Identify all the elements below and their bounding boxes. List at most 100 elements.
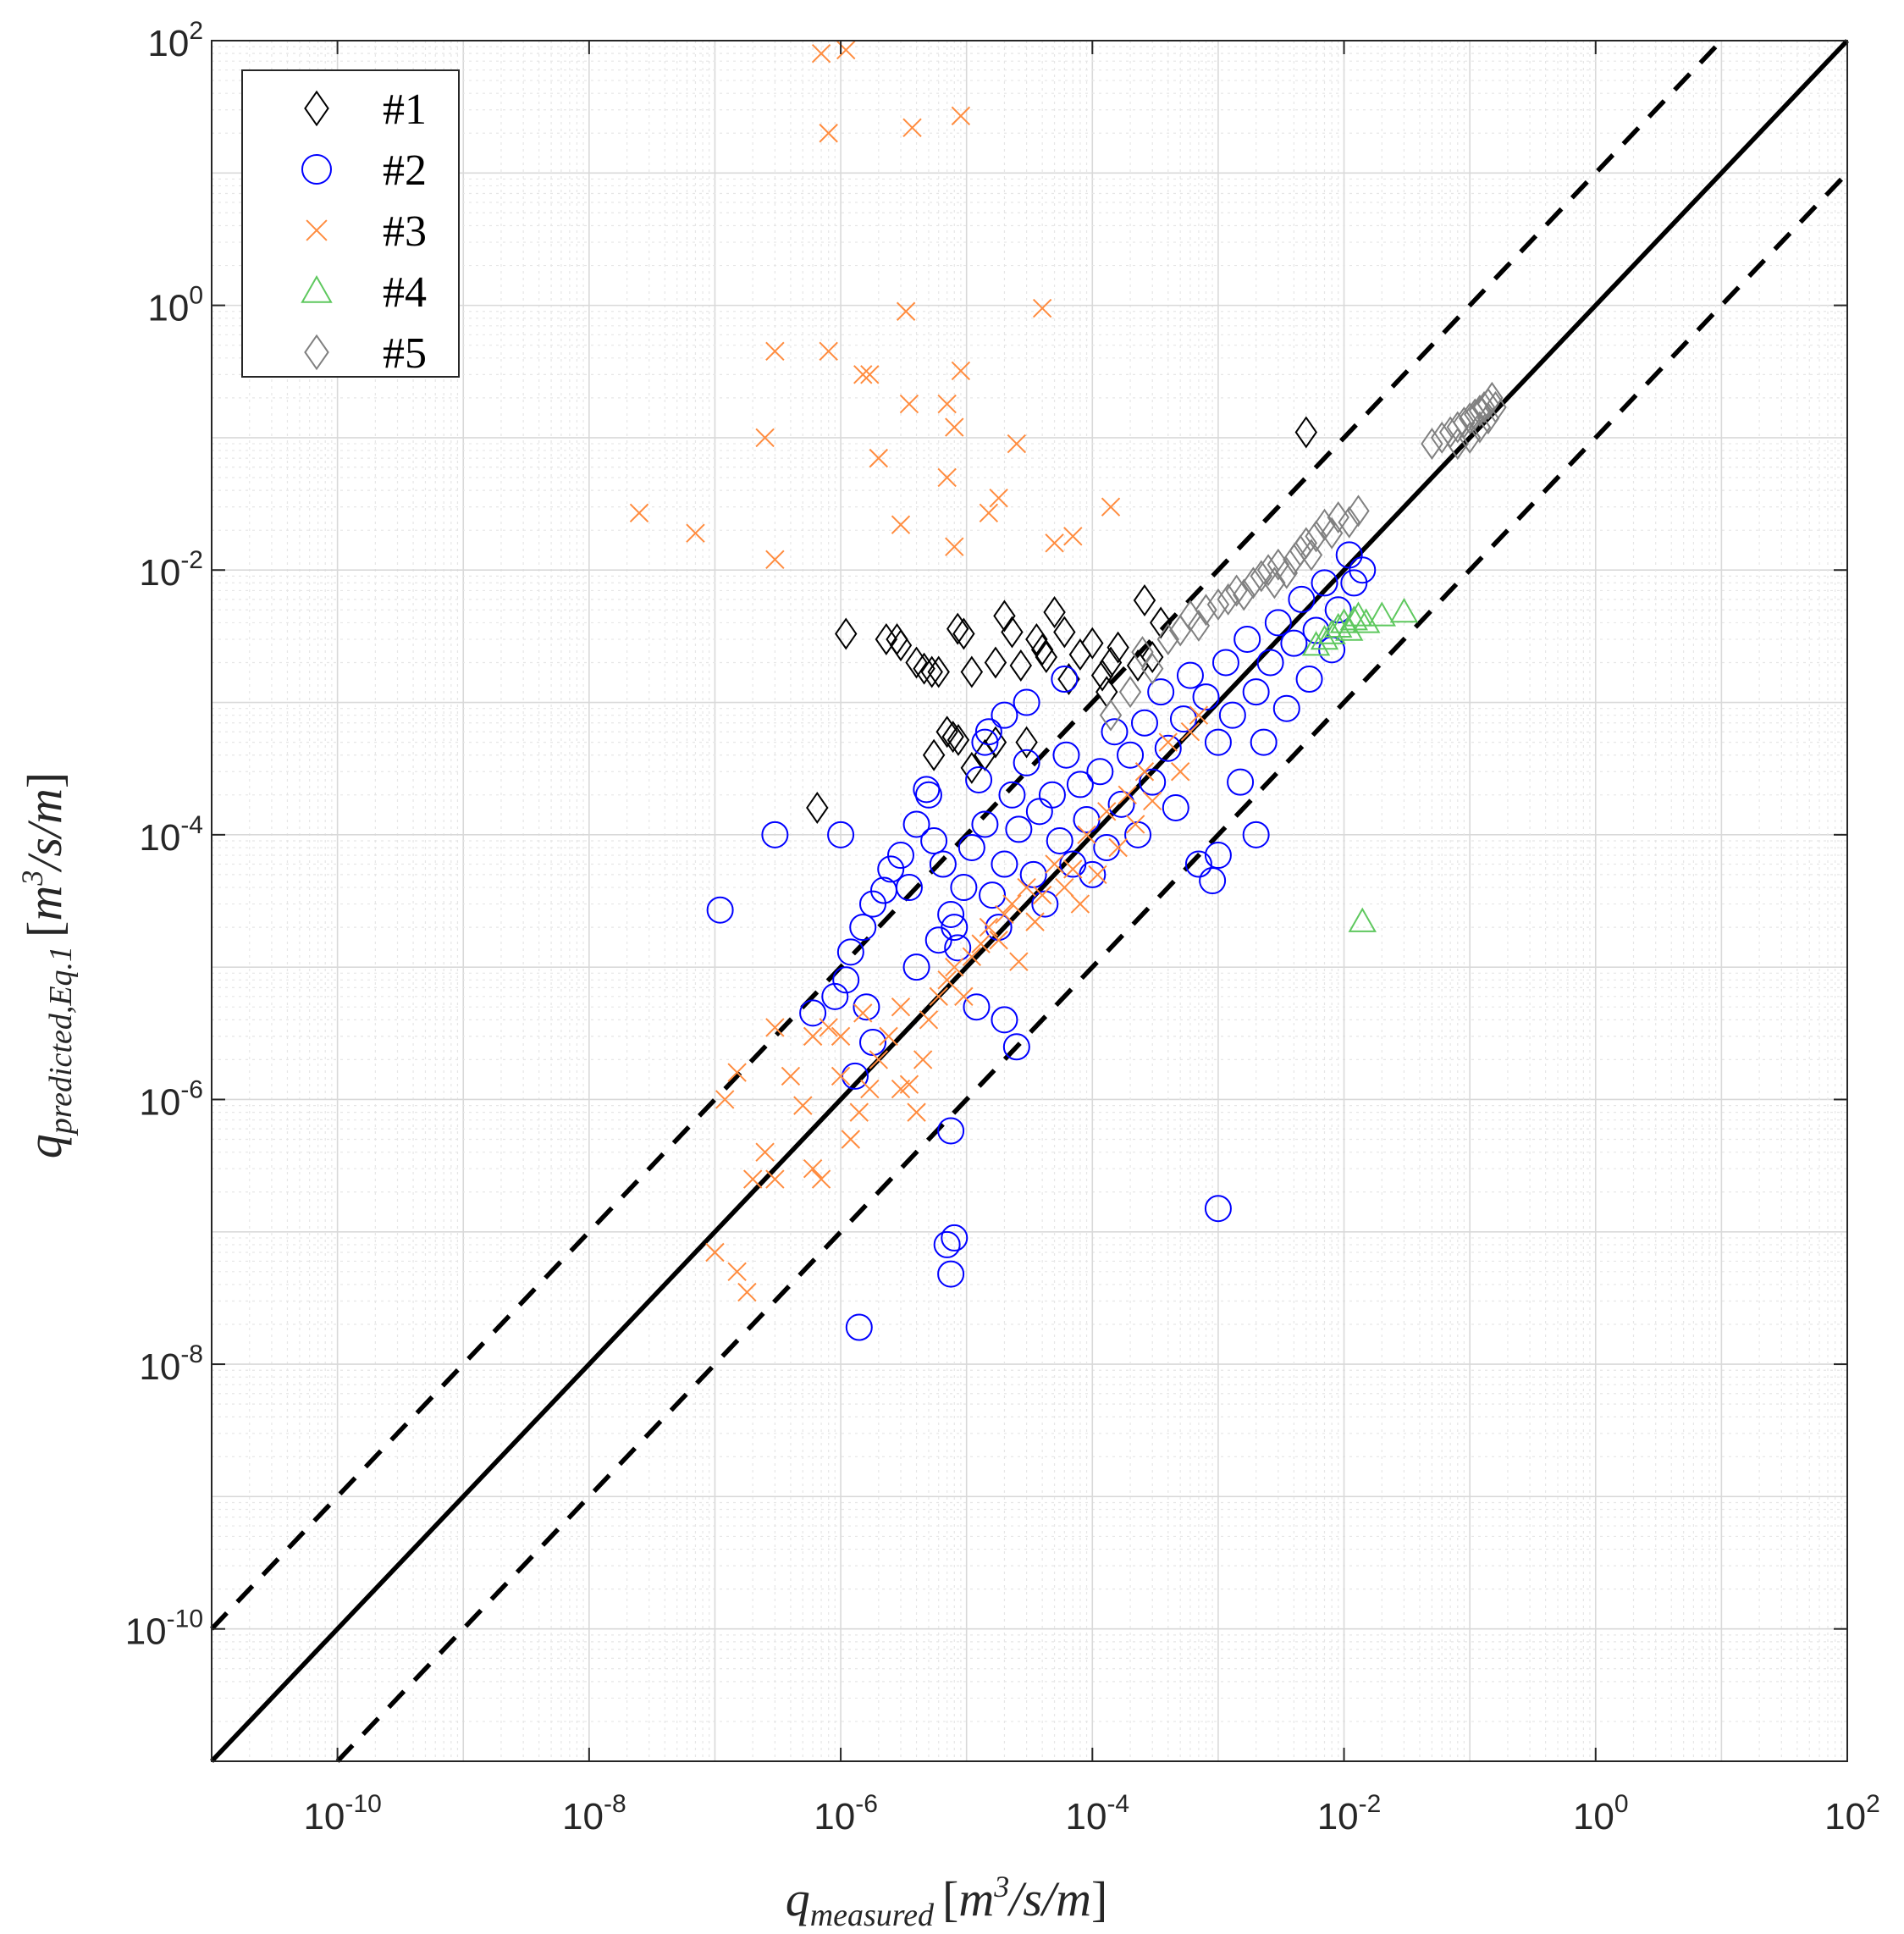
data-point	[761, 821, 789, 848]
data-point	[1143, 791, 1162, 811]
data-point	[1154, 734, 1182, 762]
data-point	[971, 934, 991, 953]
data-point	[877, 855, 905, 883]
data-point	[1204, 842, 1232, 870]
x-tick-label: 102	[1824, 1790, 1880, 1837]
data-point	[1063, 859, 1083, 879]
data-point	[1046, 826, 1073, 854]
data-point	[1344, 601, 1373, 627]
data-point	[913, 652, 935, 685]
data-point	[1218, 701, 1246, 729]
data-point	[1176, 661, 1204, 689]
data-point	[1030, 633, 1054, 666]
data-point	[1256, 649, 1284, 677]
data-point	[1101, 718, 1129, 746]
data-point	[1108, 837, 1128, 858]
y-tick-label: 10-8	[139, 1340, 203, 1388]
data-point	[1476, 402, 1500, 435]
data-point	[1324, 596, 1352, 624]
y-tick-label: 10-6	[139, 1075, 203, 1123]
data-point	[979, 917, 999, 937]
data-point	[1070, 894, 1090, 914]
data-point	[913, 1050, 933, 1069]
plot-frame	[211, 40, 1848, 1762]
data-point	[941, 721, 964, 754]
data-point	[1107, 631, 1129, 664]
data-point	[899, 394, 919, 414]
data-point	[765, 1169, 785, 1189]
data-point	[853, 365, 873, 384]
data-point	[979, 503, 999, 523]
data-point	[1233, 578, 1256, 611]
data-point	[831, 1026, 851, 1047]
data-point	[889, 629, 913, 662]
data-point	[1225, 574, 1248, 607]
data-point	[1134, 762, 1155, 782]
data-point	[1389, 598, 1419, 623]
legend-label: #4	[383, 268, 427, 317]
data-point	[984, 726, 1007, 759]
data-point	[1311, 569, 1338, 597]
data-point	[827, 821, 855, 848]
data-point	[960, 751, 984, 784]
series-4	[1301, 598, 1419, 932]
data-point	[891, 1079, 911, 1099]
legend-label: #5	[383, 329, 427, 378]
y-tick-label: 10-10	[125, 1605, 203, 1653]
data-point	[1458, 421, 1482, 454]
reference-line-1to1	[210, 39, 1849, 1763]
data-point	[686, 523, 705, 543]
data-point	[1421, 428, 1443, 461]
data-point	[1280, 629, 1308, 657]
data-point	[941, 914, 969, 942]
data-point	[1446, 428, 1469, 461]
data-point	[765, 341, 785, 362]
data-point	[951, 361, 971, 381]
data-point	[1009, 952, 1029, 971]
data-point	[1002, 894, 1022, 914]
data-point	[1086, 758, 1114, 786]
data-point	[1348, 907, 1377, 932]
data-point	[742, 1169, 763, 1189]
data-point	[989, 931, 1008, 950]
data-point	[879, 1026, 898, 1047]
data-point	[755, 428, 775, 448]
data-point	[1320, 517, 1344, 550]
data-point	[984, 646, 1007, 679]
series-3	[629, 40, 1209, 1302]
data-point	[1338, 506, 1360, 539]
data-point	[958, 833, 985, 861]
data-point	[1211, 649, 1239, 677]
legend: #1 #2 #3 #4 #5	[241, 69, 460, 378]
data-point	[1118, 676, 1142, 709]
data-point	[1088, 865, 1107, 885]
data-point	[914, 781, 942, 809]
data-point	[1017, 877, 1036, 898]
data-point	[937, 394, 957, 414]
data-point	[1156, 622, 1180, 655]
data-point	[952, 617, 975, 650]
data-point	[929, 850, 957, 878]
data-point	[1189, 705, 1209, 725]
data-point	[937, 1117, 965, 1145]
data-point	[933, 1230, 961, 1258]
data-point	[1051, 666, 1079, 693]
data-point	[1472, 390, 1496, 423]
data-point	[1101, 497, 1121, 517]
data-point	[835, 617, 858, 650]
circle-marker	[301, 154, 332, 185]
data-point	[1066, 771, 1094, 798]
data-point	[1117, 741, 1145, 769]
data-point	[929, 986, 948, 1007]
series-5	[1099, 381, 1507, 732]
data-point	[1063, 527, 1083, 546]
data-point	[849, 1102, 869, 1122]
data-point	[1481, 381, 1504, 414]
data-point	[965, 765, 993, 793]
data-point	[842, 1062, 869, 1090]
data-point	[937, 900, 965, 928]
data-point	[1093, 833, 1121, 861]
data-point	[1233, 625, 1261, 653]
data-point	[902, 953, 930, 981]
